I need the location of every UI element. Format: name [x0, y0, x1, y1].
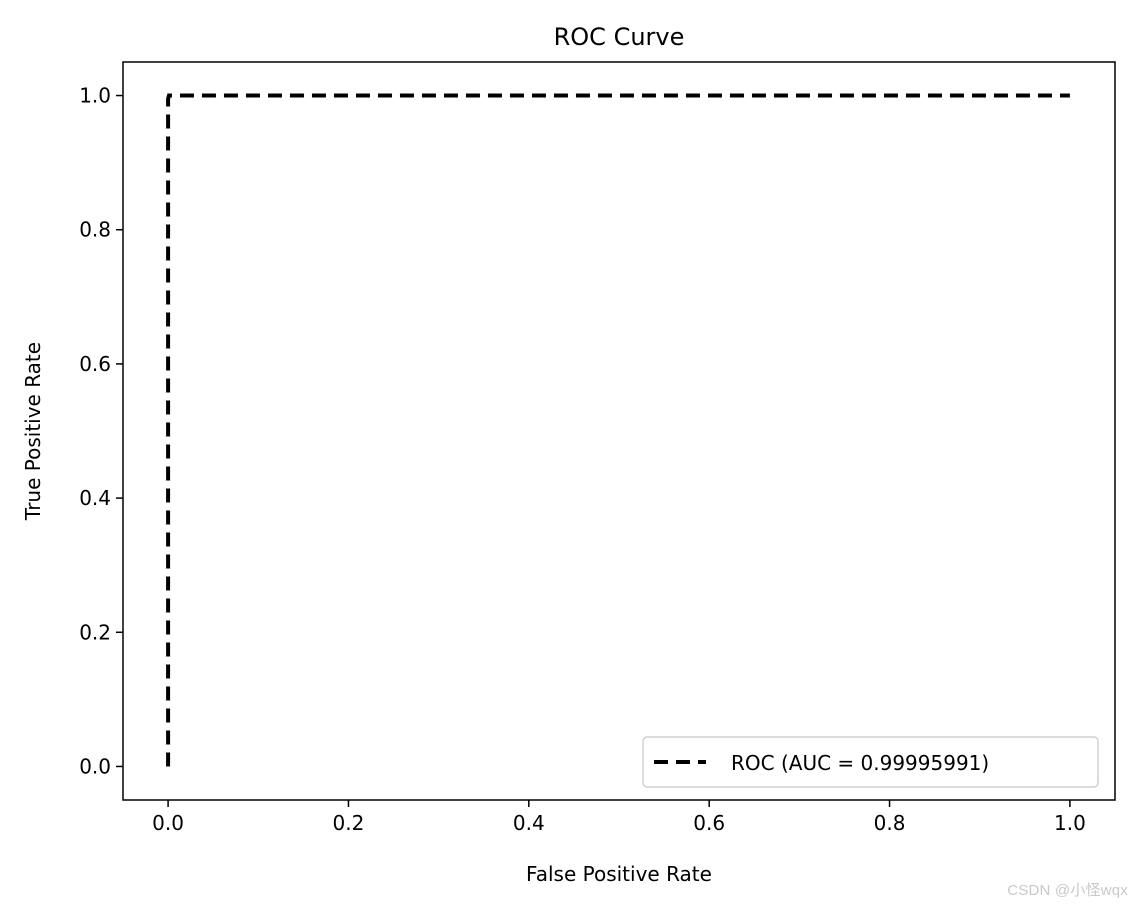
- x-tick-label: 1.0: [1054, 811, 1086, 835]
- y-tick-label: 0.8: [79, 218, 111, 242]
- y-axis-label: True Positive Rate: [21, 342, 45, 521]
- y-axis-ticks: 0.0 0.2 0.4 0.6 0.8 1.0: [79, 84, 123, 778]
- y-tick-label: 0.4: [79, 486, 111, 510]
- x-tick-label: 0.6: [693, 811, 725, 835]
- series-layer: [166, 93, 1070, 767]
- chart-title: ROC Curve: [554, 23, 685, 51]
- roc-series-line: [166, 93, 1070, 767]
- y-tick-label: 0.2: [79, 620, 111, 644]
- y-tick-label: 1.0: [79, 84, 111, 108]
- plot-area: [122, 61, 1116, 801]
- y-tick-label: 0.6: [79, 352, 111, 376]
- x-axis-ticks: 0.0 0.2 0.4 0.6 0.8 1.0: [152, 800, 1086, 835]
- x-tick-label: 0.8: [874, 811, 906, 835]
- x-tick-label: 0.2: [333, 811, 365, 835]
- watermark-text: CSDN @小怪wqx: [1007, 882, 1128, 899]
- x-tick-label: 0.4: [513, 811, 545, 835]
- legend: ROC (AUC = 0.99995991): [642, 736, 1099, 788]
- plot-frame: [122, 61, 1116, 801]
- legend-box: [642, 736, 1099, 788]
- y-tick-label: 0.0: [79, 754, 111, 778]
- legend-label: ROC (AUC = 0.99995991): [731, 751, 989, 775]
- x-tick-label: 0.0: [152, 811, 184, 835]
- x-axis-label: False Positive Rate: [526, 862, 712, 886]
